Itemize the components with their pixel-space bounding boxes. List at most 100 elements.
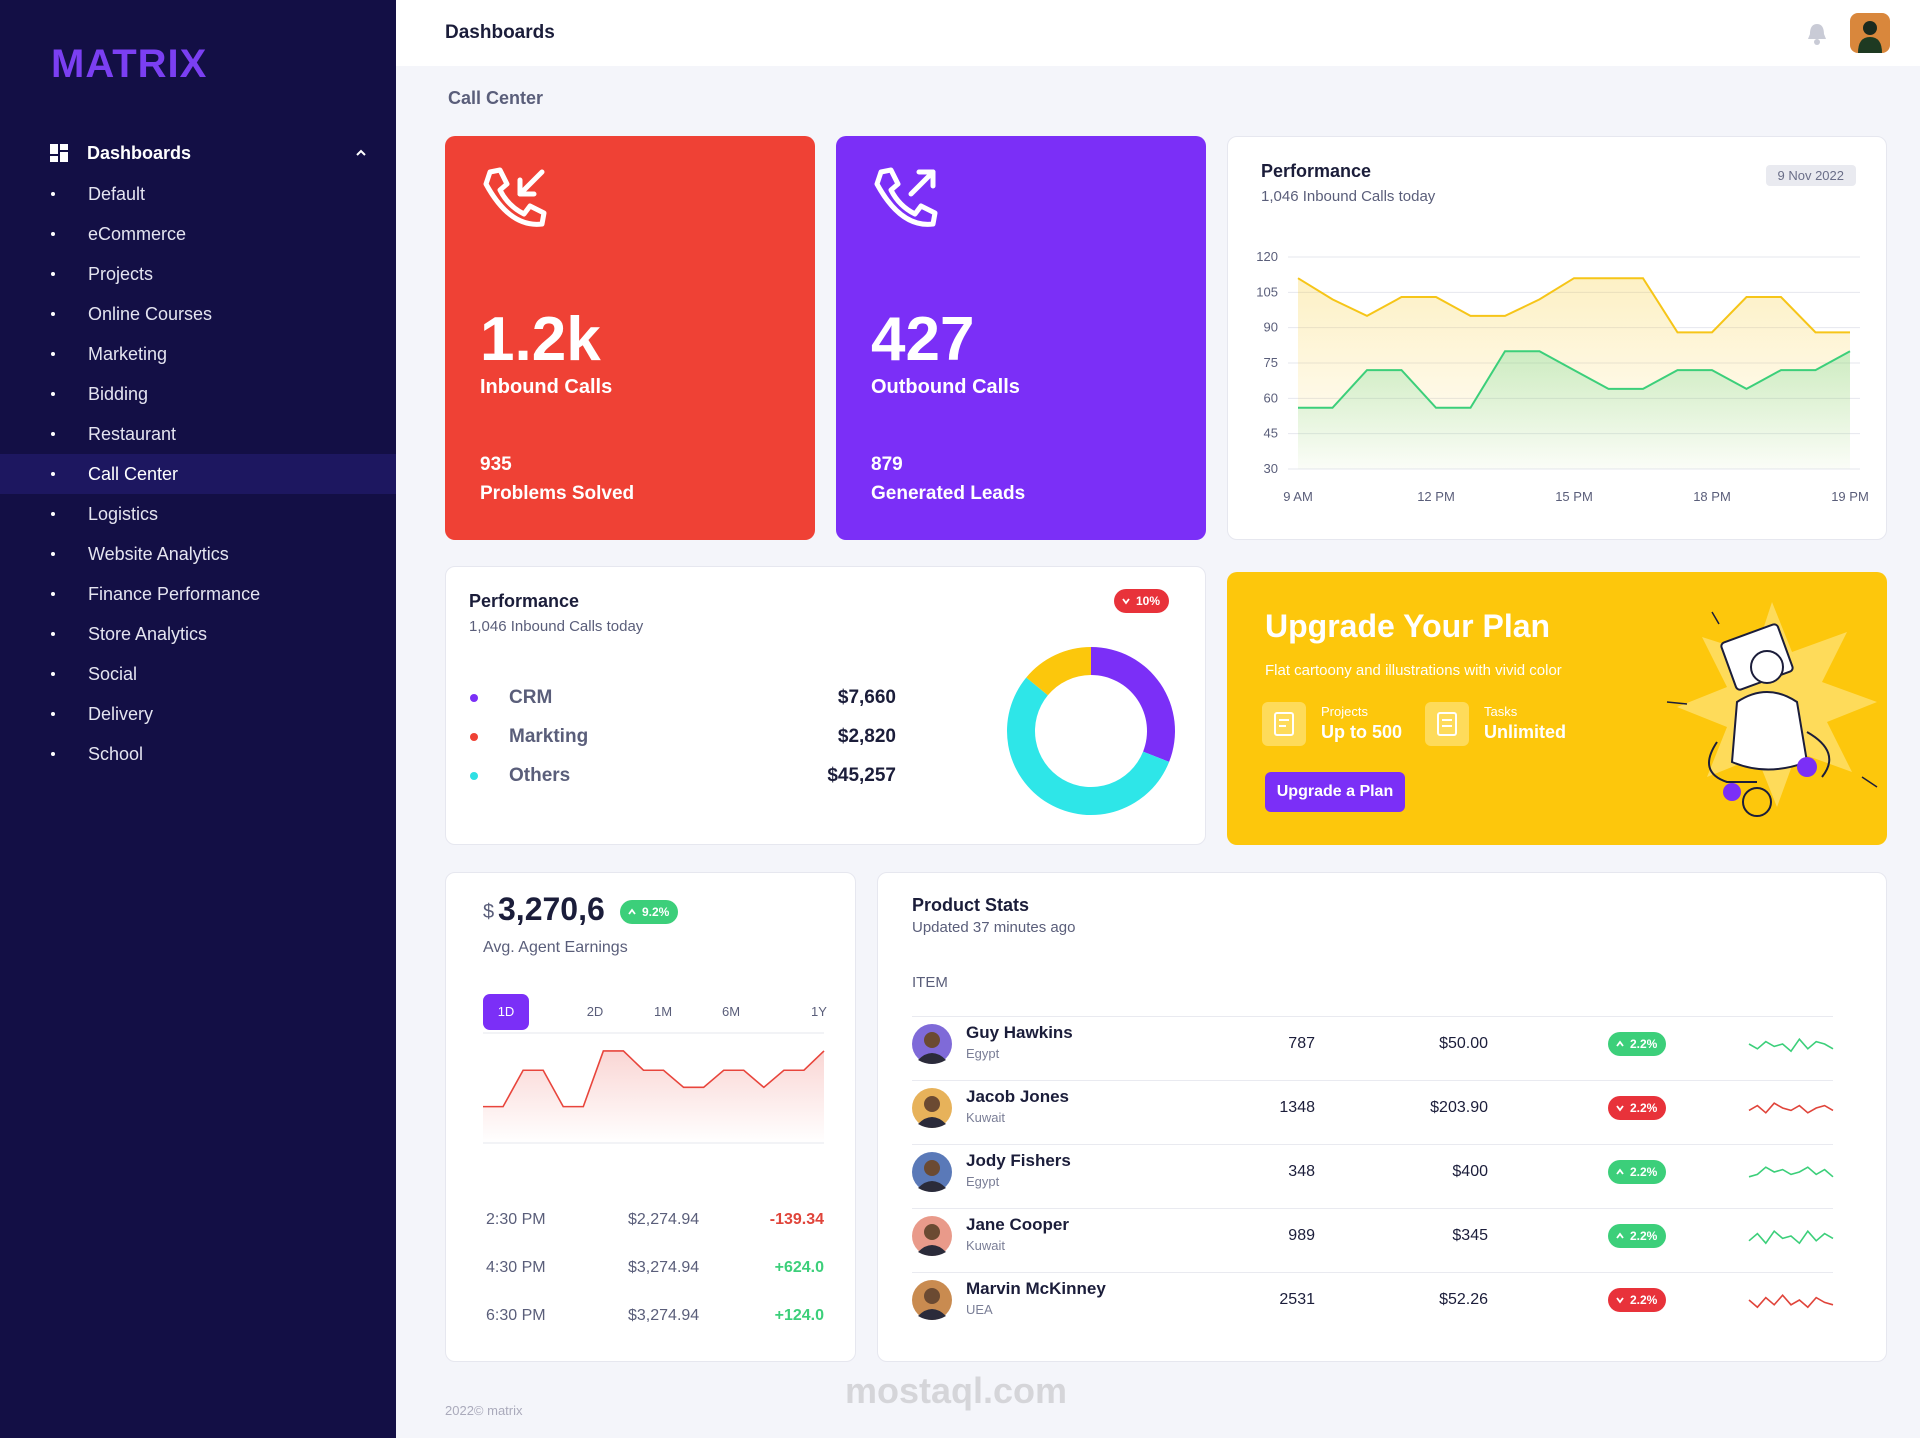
nav-bullet (51, 392, 55, 396)
series-line (1298, 350, 1851, 409)
range-tab[interactable]: 1Y (811, 1004, 827, 1019)
badge-text: 2.2% (1630, 1165, 1658, 1179)
range-tab[interactable]: 6M (721, 1004, 741, 1019)
nav-item[interactable]: Projects (0, 254, 396, 294)
nav-item[interactable]: Logistics (0, 494, 396, 534)
x-tick-label: 18 PM (1693, 489, 1731, 504)
upgrade-title: Upgrade Your Plan (1265, 608, 1551, 644)
sparkline (1748, 1229, 1834, 1245)
row-separator (912, 1016, 1833, 1017)
nav-item[interactable]: Marketing (0, 334, 396, 374)
x-tick-label: 9 AM (1283, 489, 1313, 504)
arrow-up (1616, 1232, 1624, 1239)
nav-bullet (51, 192, 55, 196)
nav-bullet (51, 552, 55, 556)
stat-icon (1262, 702, 1306, 746)
range-tab[interactable]: 1D (483, 994, 529, 1030)
stat-value: 1.2k (480, 305, 601, 374)
arrow (1616, 1168, 1624, 1175)
stat-card: 1.2k Inbound Calls 935 Problems Solved (445, 136, 815, 540)
avatar-head (924, 1224, 940, 1240)
change: -139.34 (769, 1211, 824, 1228)
series-line (1297, 277, 1850, 334)
chevron (356, 149, 366, 156)
stat-value: Up to 500 (1321, 722, 1403, 742)
column-header: ITEM (912, 974, 948, 991)
sparkline-line (1748, 1166, 1834, 1178)
nav-item[interactable]: Store Analytics (0, 614, 396, 654)
nav-item[interactable]: Finance Performance (0, 574, 396, 614)
range-tab[interactable]: 2D (586, 1004, 604, 1019)
change: +124.0 (774, 1307, 824, 1324)
product-row: Marvin McKinney UEA 2531 $52.26 2.2% (878, 1275, 1886, 1325)
nav-bullet (51, 712, 55, 716)
earnings-card: $ 3,270,6 9.2% Avg. Agent Earnings 1D 2D 1… (445, 872, 856, 1362)
nav-item[interactable]: eCommerce (0, 214, 396, 254)
legend-name: Others (509, 765, 571, 786)
area-line (483, 1050, 825, 1108)
legend-value: $7,660 (837, 687, 896, 708)
nav-item[interactable]: Website Analytics (0, 534, 396, 574)
avatar-head (924, 1288, 940, 1304)
y-tick-label: 75 (1264, 355, 1278, 370)
y-tick-label: 60 (1264, 390, 1278, 405)
arrow-down (1122, 598, 1130, 605)
nav-item[interactable]: Restaurant (0, 414, 396, 454)
legend-value: $45,257 (827, 765, 896, 786)
change: +624.0 (774, 1259, 824, 1276)
watermark: mostaql.com (845, 1370, 1068, 1411)
nav-bullet (51, 472, 55, 476)
donut-chart (1006, 647, 1175, 816)
y-tick-label: 120 (1256, 249, 1278, 264)
time: 2:30 PM (486, 1211, 546, 1228)
nav-item[interactable]: Default (0, 174, 396, 214)
nav-label: Finance Performance (88, 584, 261, 604)
legend-name: CRM (509, 687, 553, 708)
nav-label: Logistics (88, 504, 159, 524)
sidebar: MATRIX Dashboards Default eCommerce Projec… (0, 0, 396, 1438)
calls: 348 (1288, 1163, 1315, 1180)
nav-label: Projects (88, 264, 154, 284)
progress-badge: 2.2% (1608, 1032, 1667, 1056)
stat-icon (1425, 702, 1469, 746)
nav-item[interactable]: Bidding (0, 374, 396, 414)
upgrade-card: Upgrade Your Plan Flat cartoony and illu… (1227, 572, 1887, 845)
avatar (912, 1152, 952, 1192)
nav-item[interactable]: School (0, 734, 396, 774)
nav-item[interactable]: Delivery (0, 694, 396, 734)
sparkline (1748, 1293, 1834, 1309)
product-country: Egypt (966, 1046, 1000, 1061)
stat-card: 427 Outbound Calls 879 Generated Leads (836, 136, 1206, 540)
arrow (1616, 1232, 1624, 1239)
donut-segment (1026, 647, 1091, 696)
nav-label: Store Analytics (88, 624, 208, 644)
avatar (912, 1024, 952, 1064)
sparkline-line (1748, 1293, 1834, 1309)
nav-item[interactable]: Social (0, 654, 396, 694)
arrow (1616, 1105, 1624, 1112)
breakdown-card: Performance 1,046 Inbound Calls today 10… (445, 566, 1206, 845)
brand: MATRIX (51, 42, 208, 86)
nav-item[interactable]: Call Center (0, 454, 396, 494)
nav-section[interactable]: Dashboards (50, 140, 370, 166)
user-avatar[interactable] (1850, 13, 1890, 53)
header: Dashboards (396, 0, 1920, 66)
nav-label: eCommerce (88, 224, 187, 244)
stat-label: Tasks (1484, 704, 1518, 719)
product-country: Egypt (966, 1174, 1000, 1189)
arrow-up (1616, 1168, 1624, 1175)
upgrade-button[interactable]: Upgrade a Plan (1265, 772, 1405, 812)
sparkline-line (1748, 1037, 1834, 1053)
product-name: Jody Fishers (966, 1151, 1071, 1170)
x-tick-label: 12 PM (1417, 489, 1455, 504)
stat-label: Projects (1321, 704, 1368, 719)
avatar (912, 1216, 952, 1256)
stat-value: 427 (871, 305, 975, 374)
earnings-value: 3,270,6 (498, 891, 605, 927)
badge-text: 2.2% (1630, 1101, 1658, 1115)
nav-item[interactable]: Online Courses (0, 294, 396, 334)
nav-label: Call Center (88, 464, 179, 484)
bell-icon[interactable] (1806, 22, 1828, 46)
nav-label: Social (88, 664, 138, 684)
range-tab[interactable]: 1M (653, 1004, 673, 1019)
